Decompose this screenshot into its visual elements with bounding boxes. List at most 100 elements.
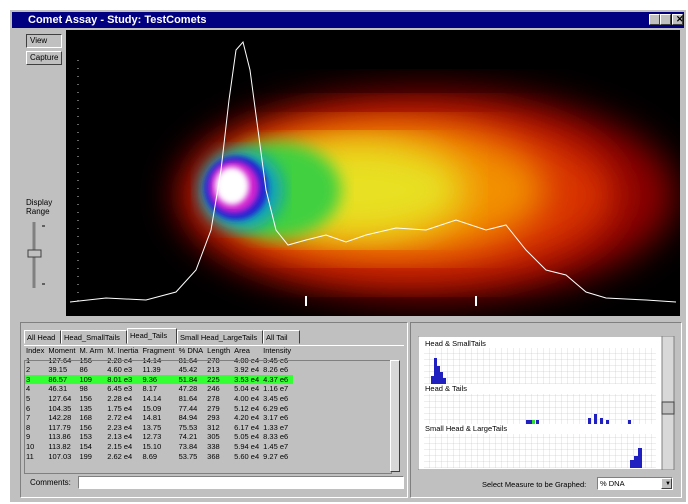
graph-label: Small Head & LargeTails	[425, 424, 508, 433]
graphs	[418, 336, 675, 470]
tab[interactable]: All Head	[24, 330, 61, 344]
table-cell: 9	[26, 432, 31, 442]
table-cell: 12.73	[142, 432, 162, 442]
maximize-button[interactable]	[660, 14, 671, 25]
table-cell: 6	[26, 403, 31, 413]
capture-button[interactable]: Capture	[26, 51, 62, 65]
table-row[interactable]: 2 39.15 86 4.60 e3 11.39 45.42 213 3.92 e4 8.26 …	[24, 365, 293, 375]
table-cell: 305	[207, 432, 220, 442]
table-cell: 3.92 e4	[234, 365, 260, 375]
table-row[interactable]: 10 113.82 154 2.15 e4 15.10 73.84 338 5.94 e4 1.…	[24, 442, 293, 452]
table-cell: 1.33 e7	[263, 422, 289, 432]
table-cell: 156	[79, 393, 92, 403]
window-title: Comet Assay - Study: TestComets	[28, 14, 207, 26]
table-row[interactable]: 8 117.79 156 2.23 e4 13.75 75.53 312 6.17 e4 1.3…	[24, 423, 293, 433]
table-cell: 113.86	[48, 432, 71, 442]
table-cell: 4.60 e3	[107, 365, 133, 375]
table-cell: 113.82	[48, 441, 71, 451]
column-header: Index	[26, 346, 45, 355]
table-cell: 6.45 e3	[107, 384, 133, 394]
graph-label: Head & Tails	[425, 384, 467, 393]
table-cell: 293	[207, 413, 220, 423]
column-header: Fragment	[142, 346, 175, 355]
table-row[interactable]: 1 127.64 156 2.28 e4 14.14 81.64 278 4.00 e4 3.4…	[24, 356, 293, 366]
table-cell: 3.45 e6	[263, 355, 289, 365]
table-cell: 2.28 e4	[107, 393, 133, 403]
table-cell: 4.37 e6	[261, 374, 294, 385]
table-cell: 8.17	[142, 384, 158, 394]
table-cell: 368	[207, 451, 220, 461]
dropdown-value: % DNA	[600, 479, 625, 488]
tab[interactable]: All Tail	[263, 330, 300, 344]
table-cell: 117.79	[48, 422, 71, 432]
table-cell: 1.16 e7	[263, 384, 289, 394]
table-cell: 2.72 e4	[107, 413, 133, 423]
table-cell: 3.17 e6	[263, 413, 289, 423]
table-cell: 199	[79, 451, 92, 461]
table-cell: 4.20 e4	[234, 413, 260, 423]
table-cell: 47.28	[178, 384, 198, 394]
table-cell: 156	[79, 355, 92, 365]
table-row[interactable]: 6 104.35 135 1.75 e4 15.09 77.44 279 5.12 e4 6.2…	[24, 404, 293, 414]
view-button[interactable]: View	[26, 34, 62, 48]
table-cell: 8	[26, 422, 31, 432]
table-cell: 81.64	[178, 393, 198, 403]
table-cell: 278	[207, 393, 220, 403]
measure-dropdown[interactable]: % DNA ▼	[597, 477, 673, 490]
table-cell: 156	[79, 422, 92, 432]
table-cell: 84.94	[178, 413, 198, 423]
comments-input[interactable]	[78, 476, 404, 489]
column-header: Moment	[48, 346, 76, 355]
table-cell: 15.09	[142, 403, 162, 413]
table-cell: 39.15	[48, 365, 68, 375]
table-cell: 338	[207, 441, 220, 451]
table-cell: 8.33 e6	[263, 432, 289, 442]
table-cell: 98	[79, 384, 88, 394]
tab[interactable]: Head_Tails	[127, 328, 177, 344]
table-cell: 153	[79, 432, 92, 442]
tab[interactable]: Small Head_LargeTails	[177, 330, 263, 344]
table-cell: 9.36	[140, 374, 177, 385]
table-cell: 279	[207, 403, 220, 413]
select-measure-label: Select Measure to be Graphed:	[482, 480, 587, 489]
table-cell: 2	[26, 365, 31, 375]
table-row[interactable]: 4 46.31 98 6.45 e3 8.17 47.28 246 5.04 e4 1.16 e…	[24, 384, 293, 394]
table-row[interactable]: 3 86.57 109 8.01 e3 9.36 51.84 225 3.53 e4 4.37 …	[24, 374, 294, 385]
table-cell: 109	[77, 374, 106, 385]
graph-label: Head & SmallTails	[425, 339, 486, 348]
column-header: Area	[234, 346, 250, 355]
table-row[interactable]: 11 107.03 199 2.62 e4 8.69 53.75 368 5.60 e4 9.2…	[24, 452, 293, 462]
table-cell: 13.75	[142, 422, 162, 432]
table-cell: 135	[79, 403, 92, 413]
table-cell: 1	[26, 355, 31, 365]
table-cell: 213	[207, 365, 220, 375]
table-cell: 3	[24, 374, 47, 385]
table-cell: 127.64	[48, 393, 72, 403]
table-cell: 2.13 e4	[107, 432, 133, 442]
range-slider[interactable]	[24, 218, 54, 293]
column-header: Intensity	[263, 346, 292, 355]
table-cell: 46.31	[48, 384, 68, 394]
table-cell: 246	[207, 384, 220, 394]
table-cell: 77.44	[178, 403, 198, 413]
table-cell: 45.42	[178, 365, 198, 375]
table-cell: 73.84	[178, 441, 198, 451]
table-cell: 14.14	[142, 355, 162, 365]
table-cell: 5.60 e4	[234, 451, 260, 461]
table-row[interactable]: 5 127.64 156 2.28 e4 14.14 81.64 278 4.00 e4 3.4…	[24, 394, 293, 404]
table-cell: 7	[26, 413, 31, 423]
table-cell: 74.21	[178, 432, 198, 442]
table-cell: 6.17 e4	[234, 422, 260, 432]
table-cell: 127.64	[48, 355, 72, 365]
table-row[interactable]: 7 142.28 168 2.72 e4 14.81 84.94 293 4.20 e4 3.1…	[24, 413, 293, 423]
tab[interactable]: Head_SmallTails	[61, 330, 127, 344]
table-row[interactable]: 9 113.86 153 2.13 e4 12.73 74.21 305 5.05 e4 8.3…	[24, 432, 293, 442]
results-panel	[20, 322, 408, 498]
scrollbar[interactable]	[390, 360, 400, 472]
table-cell: 2.23 e4	[107, 422, 133, 432]
table-cell: 11	[26, 451, 34, 461]
minimize-button[interactable]	[649, 14, 660, 25]
table-cell: 5.04 e4	[234, 384, 260, 394]
table-cell: 86.57	[46, 374, 78, 385]
title-bar: Comet Assay - Study: TestComets ✕	[12, 12, 684, 28]
